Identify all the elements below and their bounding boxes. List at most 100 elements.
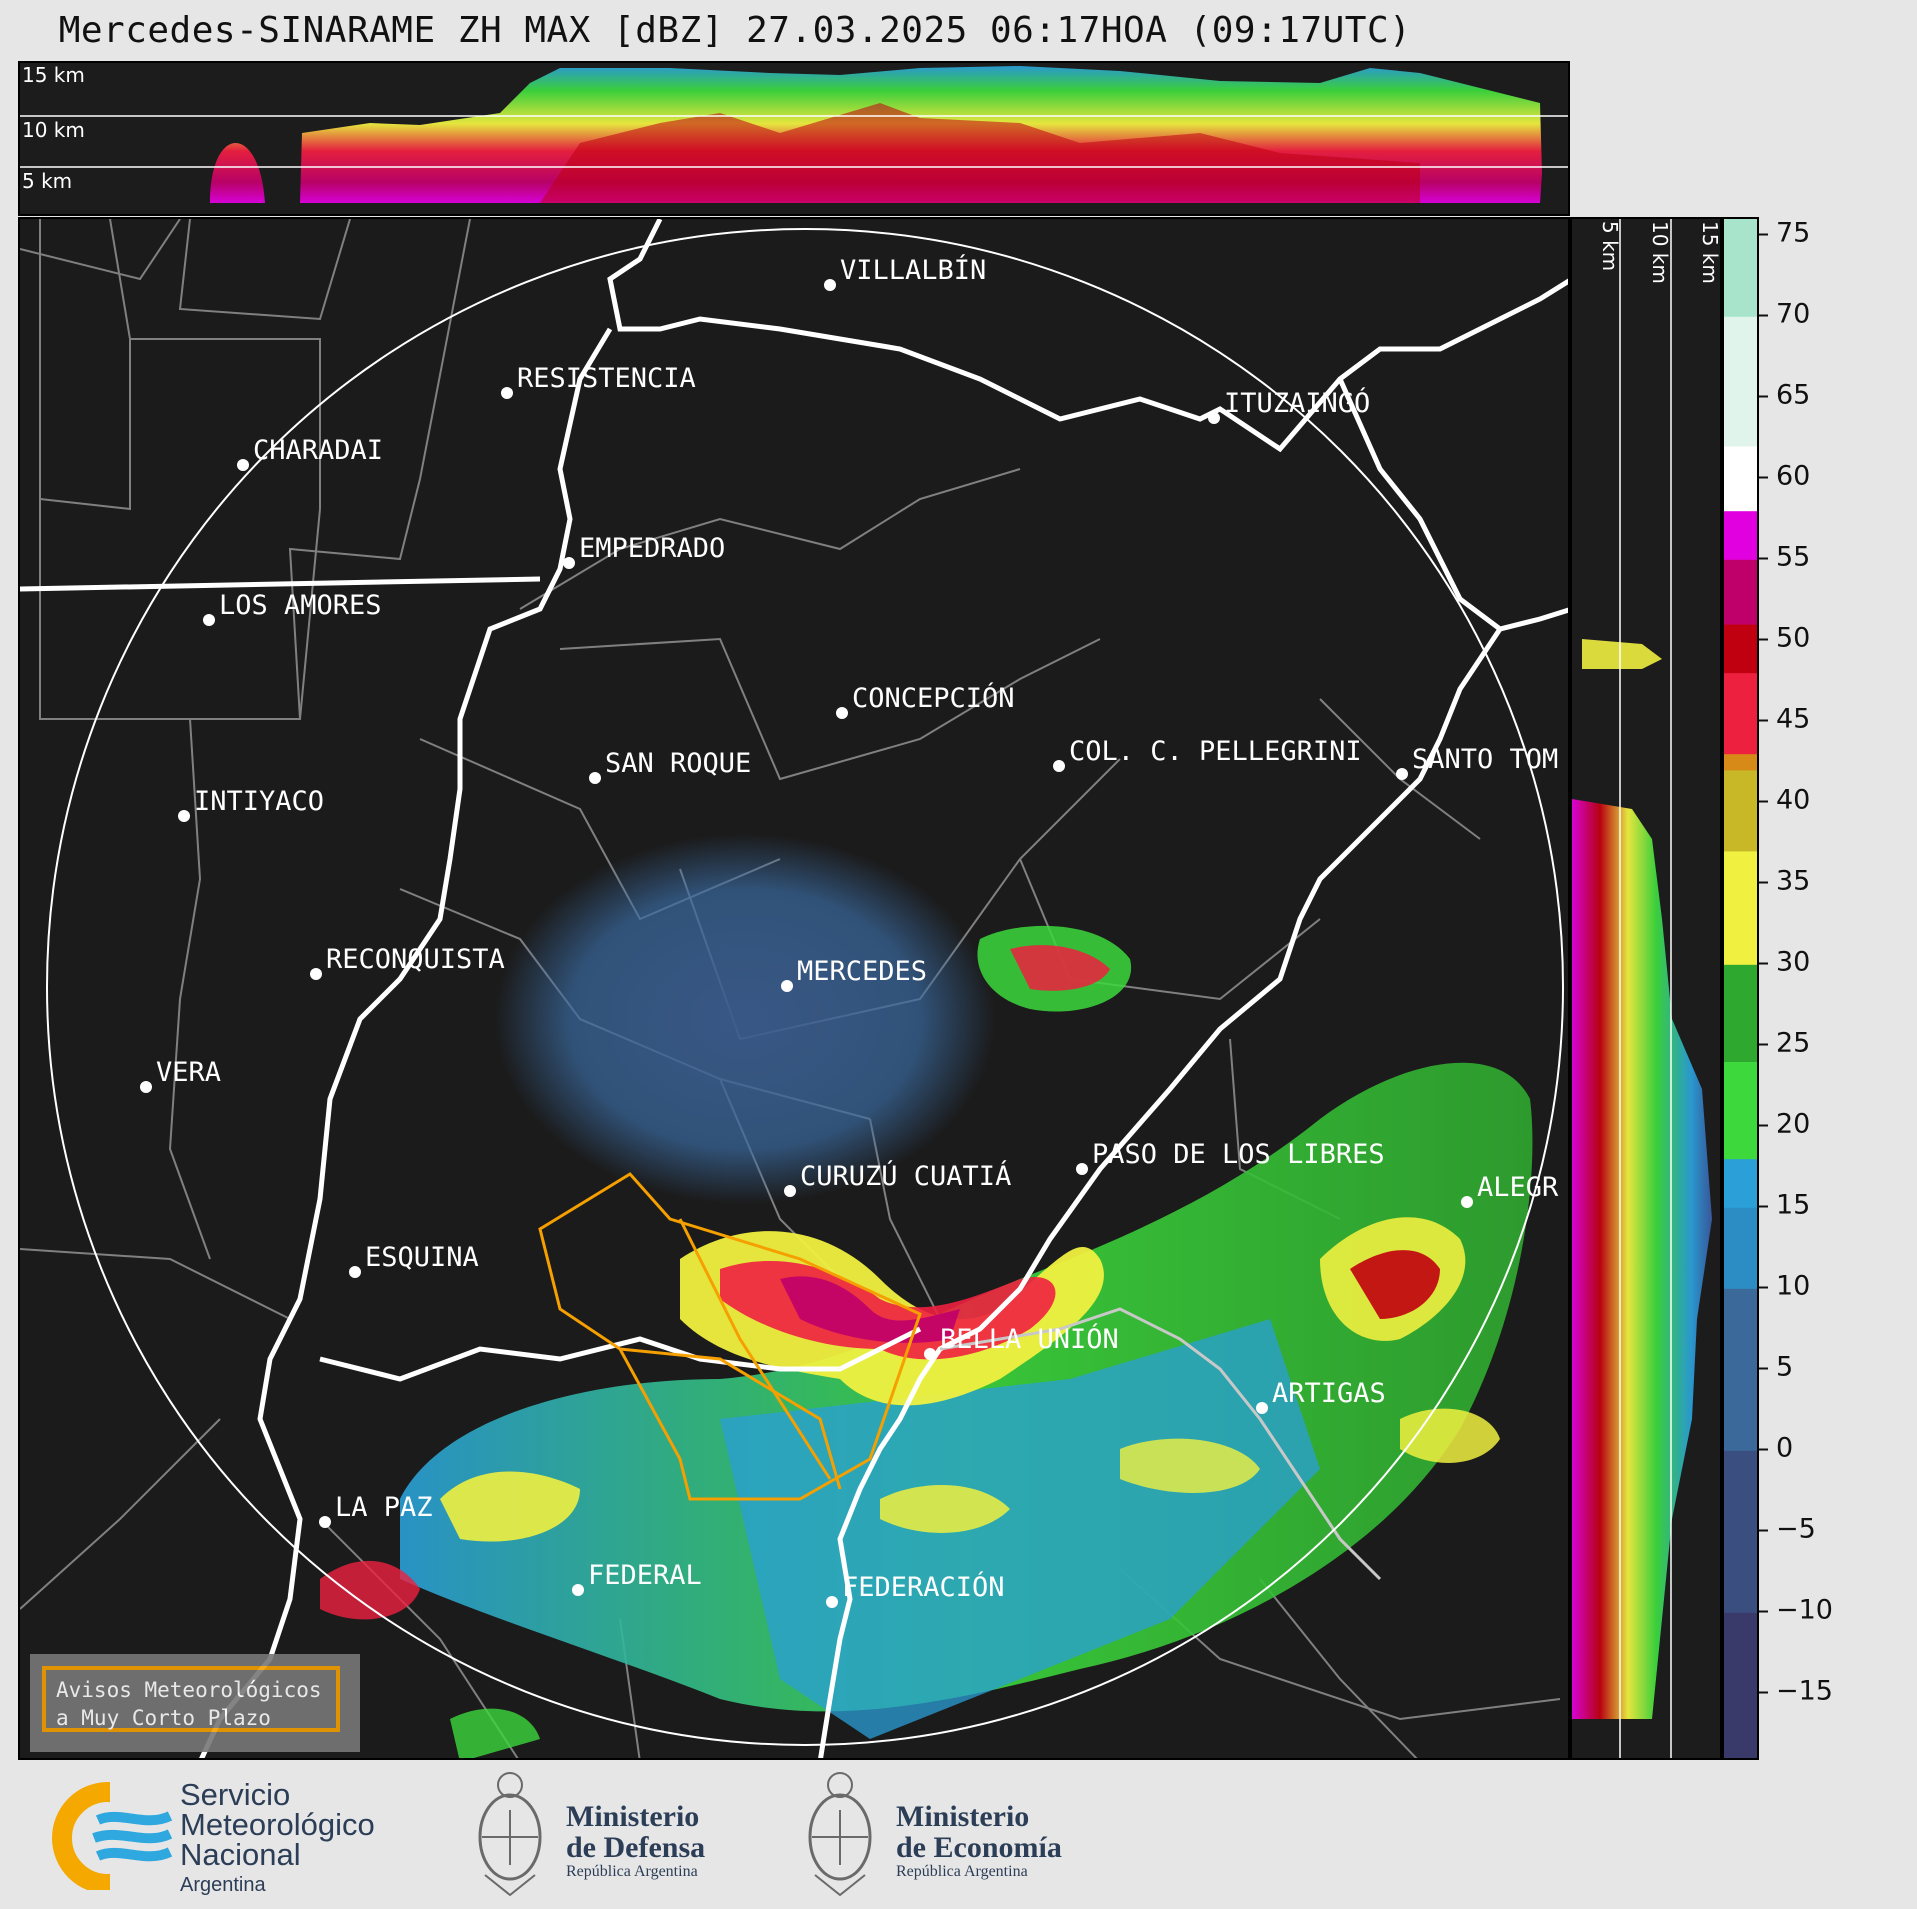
city-label: SANTO TOM [1412,744,1558,775]
colorbar-step [1724,1563,1757,1581]
colorbar-step [1724,656,1757,674]
colorbar-step [1724,1061,1757,1079]
colorbar-step [1724,1045,1757,1062]
city-dot [784,1185,796,1197]
convective-cores [320,925,1500,1758]
colorbar-tick: 75 [1759,218,1810,249]
city-label: ARTIGAS [1272,1378,1386,1409]
city-dot [1053,760,1065,772]
city-dot [924,1348,936,1360]
colorbar-step [1724,462,1757,479]
colorbar-tick: 65 [1759,380,1810,411]
colorbar-step [1724,1320,1757,1338]
rivers [20,219,1568,1758]
top-level-15km: 15 km [22,63,85,87]
city-label: LOS AMORES [219,590,382,621]
colorbar-step [1724,850,1757,868]
city-label: CHARADAI [253,435,383,466]
top-cross-section-svg [20,66,1568,203]
colorbar-tick: 5 [1759,1352,1793,1383]
top-level-10km: 10 km [22,118,85,142]
colorbar-step [1724,672,1757,690]
colorbar-step [1724,1142,1757,1160]
colorbar-step [1724,1077,1757,1095]
colorbar-step [1724,1158,1757,1176]
warning-line-1: Avisos Meteorológicos [56,1678,322,1702]
colorbar-step [1724,445,1757,463]
city-dot [781,980,793,992]
colorbar-step [1724,494,1757,512]
side-cross-section-svg [1572,219,1712,1758]
side-echo-cell-top [1582,639,1662,669]
colorbar-step [1724,1093,1757,1111]
colorbar-step [1724,1612,1757,1629]
colorbar-step [1724,1174,1757,1192]
colorbar-step [1724,1336,1757,1354]
warning-line-2: a Muy Corto Plazo [56,1706,271,1730]
defensa-line-1: Ministerio [566,1800,700,1833]
city-dot [824,279,836,291]
coat-of-arms-icon-2 [808,1772,872,1897]
colorbar-step [1724,1191,1757,1208]
city-dot [349,1266,361,1278]
colorbar-step [1724,267,1757,285]
colorbar-step [1724,1741,1757,1758]
colorbar-step [1724,996,1757,1014]
colorbar-step [1724,1579,1757,1597]
colorbar-tick: 10 [1759,1271,1810,1302]
colorbar-step [1724,413,1757,431]
colorbar-step [1724,1693,1757,1710]
colorbar-step [1724,1709,1757,1727]
smn-logo-icon [52,1780,180,1890]
colorbar-step [1724,705,1757,722]
colorbar-step [1724,899,1757,917]
city-dot [203,614,215,626]
city-label: BELLA UNIÓN [940,1323,1119,1355]
colorbar-step [1724,283,1757,301]
colorbar-step [1724,1353,1757,1370]
smn-line-3: Nacional [180,1837,301,1872]
colorbar-tick: 50 [1759,623,1810,654]
city-markers: VILLALBÍN RESISTENCIA ITUZAINGÓ CHARADAI EMP… [140,254,1559,1608]
defensa-line-2: de Defensa [566,1831,706,1864]
colorbar-step [1724,834,1757,852]
colorbar-step [1724,1304,1757,1322]
city-dot [140,1081,152,1093]
city-dot [178,810,190,822]
colorbar-step [1724,559,1757,576]
colorbar-step [1724,1515,1757,1532]
economia-logo: Ministerio de Economía República Argenti… [800,1765,1100,1905]
city-dot [589,772,601,784]
colorbar-step [1724,769,1757,787]
colorbar-step [1724,1255,1757,1273]
city-label: FEDERAL [588,1560,702,1591]
colorbar-step [1724,1466,1757,1484]
economia-line-2: de Economía [896,1831,1062,1864]
colorbar-tick: 40 [1759,785,1810,816]
colorbar-svg [1724,219,1757,1758]
city-dot [319,1516,331,1528]
city-label: CONCEPCIÓN [852,682,1015,714]
colorbar-step [1724,1644,1757,1662]
colorbar-step [1724,640,1757,657]
city-label: INTIYACO [194,786,324,817]
colorbar-tick: 35 [1759,866,1810,897]
defensa-name: Ministerio de Defensa República Argentin… [566,1801,705,1881]
side-cross-section-panel: 5 km 10 km 15 km [1570,217,1722,1760]
city-dot [237,459,249,471]
range-ring [46,228,1564,1746]
colorbar-step [1724,1207,1757,1224]
smn-logo: Servicio Meteorológico Nacional Argentin… [50,1779,470,1900]
colorbar-step [1724,915,1757,933]
radar-map-svg: VILLALBÍN RESISTENCIA ITUZAINGÓ CHARADAI EMP… [20,219,1568,1758]
city-dot [836,707,848,719]
footer: Servicio Meteorológico Nacional Argentin… [0,1760,1917,1909]
top-cross-section-panel: 15 km 10 km 5 km [18,61,1570,216]
colorbar-step [1724,251,1757,269]
city-label: SAN ROQUE [605,748,751,779]
colorbar-tick: 25 [1759,1028,1810,1059]
colorbar-step [1724,235,1757,252]
colorbar-step [1724,883,1757,900]
warning-legend: Avisos Meteorológicos a Muy Corto Plazo [42,1666,340,1732]
colorbar-step [1724,1450,1757,1467]
